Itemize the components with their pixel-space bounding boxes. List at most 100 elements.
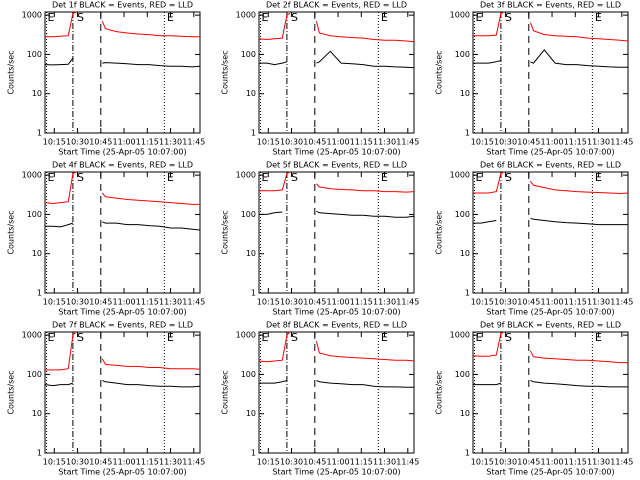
x-tick-label: 11:00 bbox=[327, 458, 350, 467]
x-tick-label: 11:15 bbox=[564, 458, 587, 467]
y-tick-label: 10 bbox=[246, 409, 256, 418]
x-tick-label: 10:45 bbox=[89, 458, 112, 467]
x-tick-label: 10:15 bbox=[471, 138, 494, 147]
plot-frame bbox=[44, 171, 201, 294]
x-tick-label: 10:30 bbox=[66, 138, 89, 147]
x-tick-label: 10:30 bbox=[280, 298, 303, 307]
y-tick-label: 1 bbox=[465, 449, 470, 458]
y-tick-label: 100 bbox=[455, 210, 470, 219]
x-tick-label: 11:45 bbox=[182, 138, 205, 147]
x-tick-label: 10:15 bbox=[471, 458, 494, 467]
plot-frame bbox=[258, 171, 415, 294]
series-line bbox=[473, 380, 628, 388]
y-axis-label: Counts/sec bbox=[221, 210, 230, 254]
x-tick-label: 10:45 bbox=[303, 138, 326, 147]
x-tick-label: 10:30 bbox=[66, 458, 89, 467]
y-axis-label: Counts/sec bbox=[221, 370, 230, 414]
annotation: E bbox=[262, 11, 269, 24]
y-axis-label: Counts/sec bbox=[435, 210, 444, 254]
y-tick-label: 1000 bbox=[450, 331, 470, 340]
x-tick-label: 10:45 bbox=[89, 138, 112, 147]
annotation: E bbox=[48, 11, 55, 24]
chart-title: Det 4f BLACK = Events, RED = LLD bbox=[52, 161, 193, 170]
x-tick-label: 10:15 bbox=[257, 458, 280, 467]
plot-frame bbox=[472, 171, 629, 294]
x-tick-label: 11:15 bbox=[136, 458, 159, 467]
x-axis-label: Start Time (25-Apr-05 10:07:00) bbox=[486, 148, 614, 157]
annotation: E bbox=[381, 171, 388, 184]
x-axis-label: Start Time (25-Apr-05 10:07:00) bbox=[272, 148, 400, 157]
y-tick-label: 1000 bbox=[236, 331, 256, 340]
y-tick-label: 1 bbox=[465, 289, 470, 298]
x-tick-label: 11:30 bbox=[159, 138, 182, 147]
x-axis-label: Start Time (25-Apr-05 10:07:00) bbox=[486, 468, 614, 477]
annotation: S bbox=[505, 11, 512, 24]
x-tick-label: 10:30 bbox=[494, 458, 517, 467]
x-tick-label: 10:15 bbox=[257, 298, 280, 307]
x-tick-label: 11:30 bbox=[159, 458, 182, 467]
annotation: E bbox=[262, 171, 269, 184]
y-tick-label: 1000 bbox=[236, 171, 256, 180]
annotation: E bbox=[167, 11, 174, 24]
x-tick-label: 10:15 bbox=[471, 298, 494, 307]
series-line bbox=[473, 49, 628, 68]
plot-frame bbox=[258, 331, 415, 454]
x-tick-label: 11:45 bbox=[396, 138, 419, 147]
y-axis-label: Counts/sec bbox=[435, 370, 444, 414]
y-tick-label: 1 bbox=[251, 129, 256, 138]
y-tick-label: 10 bbox=[32, 249, 42, 258]
y-tick-label: 1 bbox=[251, 449, 256, 458]
y-tick-label: 100 bbox=[27, 210, 42, 219]
annotation: E bbox=[381, 331, 388, 344]
chart-title: Det 9f BLACK = Events, RED = LLD bbox=[480, 321, 621, 330]
series-line bbox=[473, 217, 628, 226]
series-line bbox=[473, 171, 629, 195]
x-tick-label: 11:45 bbox=[610, 138, 633, 147]
annotation: S bbox=[291, 171, 298, 184]
series-line bbox=[45, 331, 201, 371]
y-tick-label: 1000 bbox=[22, 331, 42, 340]
annotation: E bbox=[476, 331, 483, 344]
series-line bbox=[259, 171, 415, 193]
y-axis-label: Counts/sec bbox=[7, 370, 16, 414]
series-line bbox=[259, 50, 415, 69]
y-tick-label: 10 bbox=[460, 89, 470, 98]
y-tick-label: 1 bbox=[465, 129, 470, 138]
x-tick-label: 11:30 bbox=[159, 298, 182, 307]
x-tick-label: 10:15 bbox=[43, 138, 66, 147]
series-line bbox=[44, 380, 201, 388]
x-tick-label: 11:30 bbox=[587, 138, 610, 147]
x-tick-label: 11:00 bbox=[327, 298, 350, 307]
x-tick-label: 10:15 bbox=[257, 138, 280, 147]
annotation: S bbox=[77, 331, 84, 344]
annotation: E bbox=[595, 331, 602, 344]
y-tick-label: 100 bbox=[241, 210, 256, 219]
x-tick-label: 10:45 bbox=[303, 458, 326, 467]
x-tick-label: 10:45 bbox=[303, 298, 326, 307]
x-tick-label: 11:00 bbox=[327, 138, 350, 147]
x-tick-label: 11:00 bbox=[541, 458, 564, 467]
y-tick-label: 10 bbox=[32, 89, 42, 98]
x-tick-label: 11:15 bbox=[136, 298, 159, 307]
x-axis-label: Start Time (25-Apr-05 10:07:00) bbox=[272, 468, 400, 477]
y-tick-label: 100 bbox=[241, 50, 256, 59]
y-tick-label: 1000 bbox=[450, 171, 470, 180]
x-tick-label: 11:15 bbox=[350, 298, 373, 307]
x-tick-label: 11:45 bbox=[610, 458, 633, 467]
x-tick-label: 11:15 bbox=[564, 138, 587, 147]
annotation: E bbox=[476, 171, 483, 184]
series-line bbox=[44, 171, 200, 205]
x-tick-label: 11:00 bbox=[541, 298, 564, 307]
y-tick-label: 10 bbox=[32, 409, 42, 418]
chart-title: Det 7f BLACK = Events, RED = LLD bbox=[52, 321, 193, 330]
annotation: E bbox=[595, 11, 602, 24]
y-axis-label: Counts/sec bbox=[7, 50, 16, 94]
y-tick-label: 1 bbox=[37, 449, 42, 458]
series-line bbox=[45, 221, 201, 231]
annotation: E bbox=[167, 331, 174, 344]
series-line bbox=[259, 380, 414, 388]
y-tick-label: 100 bbox=[27, 50, 42, 59]
x-tick-label: 11:30 bbox=[373, 298, 396, 307]
y-tick-label: 1000 bbox=[22, 11, 42, 20]
chart-title: Det 8f BLACK = Events, RED = LLD bbox=[266, 321, 407, 330]
